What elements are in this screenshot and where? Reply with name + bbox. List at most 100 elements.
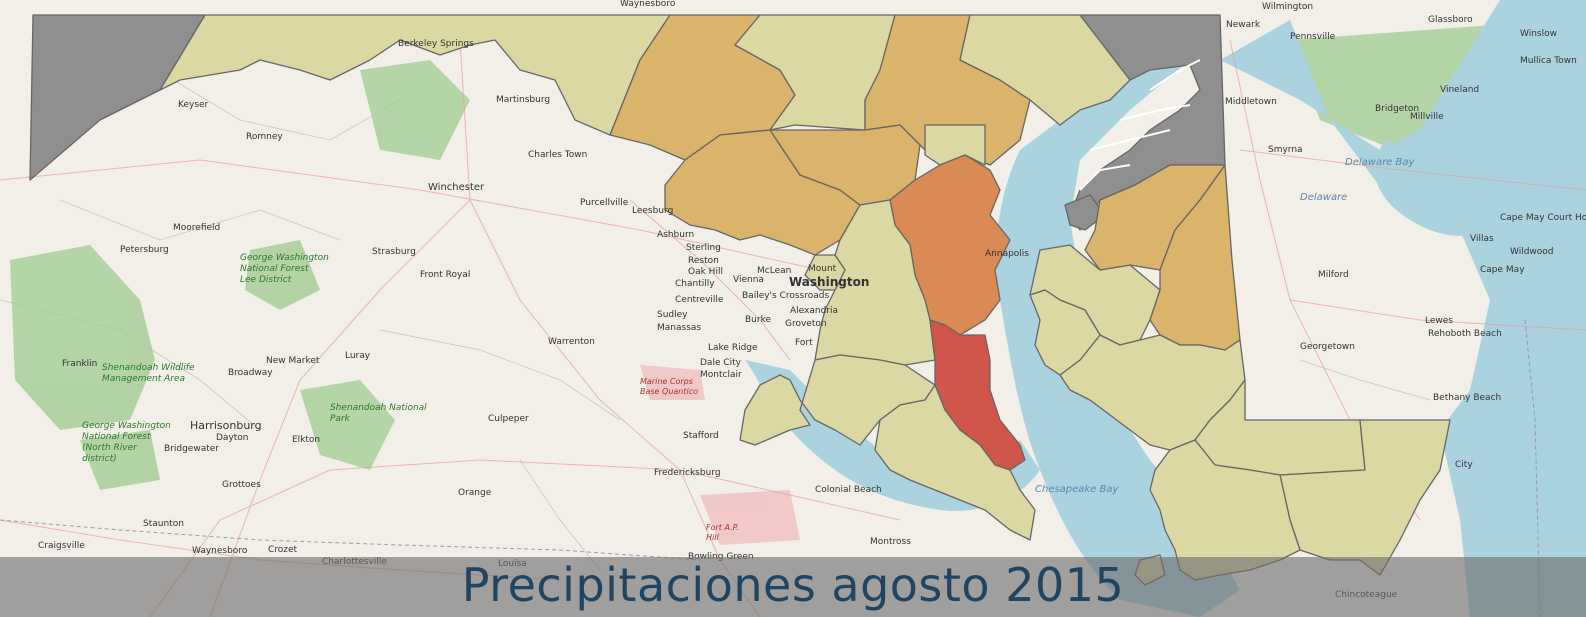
place-labels: Waynesboro Wilmington Newark Pennsville … <box>38 0 1586 600</box>
place-label: Purcellville <box>580 198 629 208</box>
county-polygon[interactable] <box>804 254 846 291</box>
place-label: New Market <box>266 356 320 366</box>
county-polygon[interactable] <box>739 354 936 446</box>
place-label: Newark <box>1226 20 1261 30</box>
place-label: Staunton <box>143 519 184 529</box>
place-label: Rehoboth Beach <box>1428 329 1502 339</box>
title-bar <box>0 557 1586 617</box>
place-label: Fort <box>795 338 813 348</box>
place-label: Franklin <box>62 359 97 369</box>
place-label: Vineland <box>1440 85 1479 95</box>
place-label: City <box>1455 460 1473 470</box>
place-label: Villas <box>1470 234 1494 244</box>
place-label: Lake Ridge <box>708 343 758 353</box>
place-label: Charles Town <box>528 150 587 160</box>
place-label: Moorefield <box>173 223 220 233</box>
place-label: Reston <box>688 256 719 266</box>
place-label: Bailey's Crossroads <box>742 291 829 301</box>
place-label: Glassboro <box>1428 15 1473 25</box>
place-label: Pennsville <box>1290 32 1336 42</box>
county-polygon[interactable] <box>1029 289 1101 376</box>
place-label: Leesburg <box>632 206 673 216</box>
place-label: Dale City <box>700 358 742 368</box>
place-label: Waynesboro <box>192 546 248 556</box>
place-label: Crozet <box>268 545 298 555</box>
park-labels: George Washington National Forest Lee Dist… <box>82 253 427 464</box>
place-label: Sterling <box>686 243 721 253</box>
place-label: Vienna <box>733 275 764 285</box>
place-label: Groveton <box>785 319 827 329</box>
place-label: Waynesboro <box>620 0 676 9</box>
place-label: Alexandria <box>790 306 838 316</box>
minor-roads <box>0 59 1431 571</box>
park-label: George Washington National Forest (North R… <box>82 421 171 464</box>
place-label: Romney <box>246 132 283 142</box>
place-label: Orange <box>458 488 492 498</box>
place-label: Bridgewater <box>164 444 219 454</box>
place-label: Cape May Court House <box>1500 213 1586 223</box>
place-label: Milford <box>1318 270 1349 280</box>
place-label: Centreville <box>675 295 724 305</box>
place-label: Warrenton <box>548 337 595 347</box>
place-label: Sudley <box>657 310 688 320</box>
place-label: Millville <box>1410 112 1444 122</box>
water-label: Delaware <box>1300 192 1347 203</box>
river-details <box>1079 59 1201 191</box>
place-label: Martinsburg <box>496 95 550 105</box>
place-label: Chantilly <box>675 279 715 289</box>
place-label: Broadway <box>228 368 273 378</box>
place-label: Washington <box>789 275 869 289</box>
place-label: Elkton <box>292 435 320 445</box>
county-polygon[interactable] <box>874 384 1036 541</box>
place-label: Montross <box>870 537 911 547</box>
place-label: Front Royal <box>420 270 470 280</box>
place-label: Stafford <box>683 431 719 441</box>
place-label: Harrisonburg <box>190 419 262 432</box>
base-label: Marine Corps Base Quantico <box>640 377 698 396</box>
place-label: Lewes <box>1425 316 1453 326</box>
base-labels: Marine Corps Base Quantico Fort A.P. Hill <box>640 377 739 542</box>
map-title: Precipitaciones agosto 2015 <box>461 558 1125 612</box>
place-label: Dayton <box>216 433 249 443</box>
state-borders <box>0 319 1541 617</box>
place-label: Petersburg <box>120 245 169 255</box>
park-label: Shenandoah National Park <box>330 403 427 424</box>
place-label: Oak Hill <box>688 267 723 277</box>
place-label: Cape May <box>1480 265 1525 275</box>
place-label: Mullica Town <box>1520 56 1577 66</box>
base-areas <box>640 365 800 545</box>
place-label: Wilmington <box>1262 2 1313 12</box>
place-label: Colonial Beach <box>815 485 882 495</box>
place-label: Smyrna <box>1268 145 1303 155</box>
water-label: Chesapeake Bay <box>1035 484 1120 495</box>
park-label: Shenandoah Wildlife Management Area <box>102 363 195 384</box>
place-label: Montclair <box>700 370 742 380</box>
place-label: Luray <box>345 351 371 361</box>
place-label: Winslow <box>1520 29 1557 39</box>
place-label: Fredericksburg <box>654 468 721 478</box>
place-label: Annapolis <box>985 249 1029 259</box>
place-label: Berkeley Springs <box>398 39 474 49</box>
place-label: Ashburn <box>657 230 694 240</box>
place-label: Bethany Beach <box>1433 393 1501 403</box>
base-label: Fort A.P. Hill <box>706 523 739 542</box>
place-label: Wildwood <box>1510 247 1554 257</box>
county-polygon[interactable] <box>1064 194 1106 231</box>
place-label: Georgetown <box>1300 342 1355 352</box>
place-label: Grottoes <box>222 480 261 490</box>
place-label: Keyser <box>178 100 209 110</box>
place-label: Middletown <box>1225 97 1277 107</box>
place-label: Winchester <box>428 182 485 193</box>
place-label: Manassas <box>657 323 701 333</box>
park-label: George Washington National Forest Lee Dist… <box>240 253 329 285</box>
place-label: Bridgeton <box>1375 104 1419 114</box>
place-label: Mount <box>808 264 837 274</box>
water-label: Delaware Bay <box>1345 157 1415 168</box>
choropleth-layer <box>29 14 1451 586</box>
place-label: McLean <box>757 266 791 276</box>
place-label: Culpeper <box>488 414 529 424</box>
place-label: Burke <box>745 315 771 325</box>
place-label: Strasburg <box>372 247 416 257</box>
